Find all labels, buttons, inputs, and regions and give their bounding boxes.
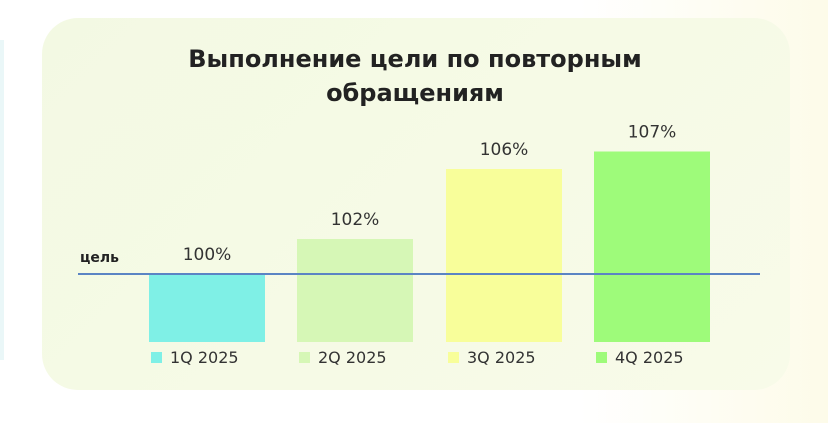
bar-1 (149, 274, 265, 342)
legend-label-1: 1Q 2025 (170, 348, 239, 367)
legend-swatch-1 (151, 352, 162, 363)
chart-title: Выполнение цели по повторным обращениям (188, 45, 642, 107)
legend-swatch-4 (596, 352, 607, 363)
legend-label-2: 2Q 2025 (318, 348, 387, 367)
value-label-4: 107% (628, 123, 677, 143)
bar-2 (297, 239, 413, 342)
legend-label-3: 3Q 2025 (467, 348, 536, 367)
goal-label: цель (80, 250, 119, 266)
legend: 1Q 2025 2Q 2025 3Q 2025 4Q 2025 (151, 348, 684, 367)
value-labels-group: 100% 102% 106% 107% (183, 123, 677, 266)
bar-4 (594, 151, 710, 342)
value-label-3: 106% (480, 140, 529, 160)
legend-label-4: 4Q 2025 (615, 348, 684, 367)
bar-3 (446, 169, 562, 342)
side-accent (0, 40, 4, 360)
bars-group (149, 151, 710, 342)
value-label-1: 100% (183, 245, 232, 265)
value-label-2: 102% (331, 210, 380, 230)
legend-swatch-3 (448, 352, 459, 363)
legend-swatch-2 (299, 352, 310, 363)
